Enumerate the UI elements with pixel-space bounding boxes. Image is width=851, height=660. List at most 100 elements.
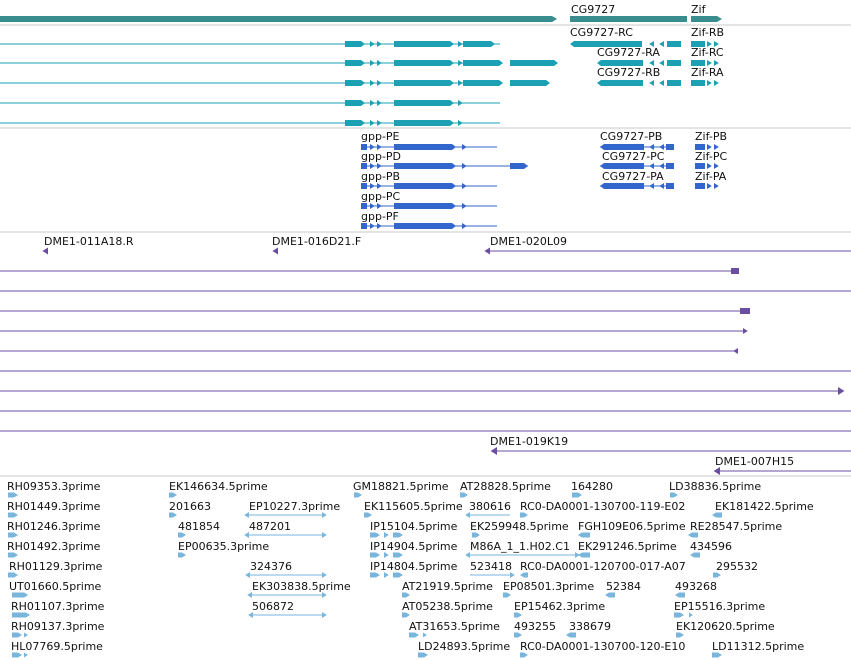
- clone-end[interactable]: [838, 387, 845, 395]
- feature-label[interactable]: Zif-RC: [691, 46, 724, 59]
- feature-label[interactable]: RH01492.3prime: [7, 540, 101, 553]
- cds-small[interactable]: [462, 163, 467, 169]
- est-block[interactable]: [409, 632, 419, 638]
- est-block[interactable]: [572, 492, 582, 498]
- est-small[interactable]: [689, 612, 693, 618]
- gene-span-cg9727[interactable]: [570, 16, 687, 22]
- est-block[interactable]: [688, 532, 698, 538]
- est-block[interactable]: [370, 532, 380, 538]
- est-block[interactable]: [472, 532, 480, 538]
- feature-label[interactable]: 434596: [690, 540, 732, 553]
- feature-label[interactable]: 487201: [249, 520, 291, 533]
- est-small[interactable]: [24, 592, 28, 598]
- est-end[interactable]: [465, 512, 470, 518]
- est-block[interactable]: [402, 592, 410, 598]
- gene-span-zif[interactable]: [691, 16, 717, 22]
- feature-label[interactable]: gpp-PD: [361, 150, 401, 163]
- exon[interactable]: [394, 80, 454, 86]
- est-end[interactable]: [510, 572, 515, 578]
- exon-small[interactable]: [458, 41, 463, 47]
- cds-block[interactable]: [361, 203, 367, 209]
- est-block[interactable]: [675, 592, 685, 598]
- est-block[interactable]: [566, 632, 576, 638]
- cg9727-cds[interactable]: [666, 144, 674, 150]
- est-block[interactable]: [364, 512, 372, 518]
- zif-exon[interactable]: [691, 80, 705, 86]
- est-block[interactable]: [712, 652, 722, 658]
- feature-label[interactable]: EP10227.3prime: [249, 500, 340, 513]
- feature-label[interactable]: Zif-PC: [695, 150, 727, 163]
- est-end[interactable]: [465, 552, 470, 558]
- feature-label[interactable]: Zif-RA: [691, 66, 724, 79]
- cg9727-exon[interactable]: [597, 60, 643, 66]
- feature-label[interactable]: gpp-PF: [361, 210, 399, 223]
- feature-label[interactable]: 201663: [169, 500, 211, 513]
- est-end[interactable]: [322, 592, 327, 598]
- exon-small[interactable]: [458, 80, 463, 86]
- cds-small[interactable]: [370, 183, 375, 189]
- feature-label[interactable]: AT21919.5prime: [402, 580, 493, 593]
- est-end[interactable]: [322, 532, 327, 538]
- feature-label[interactable]: EK303838.5prime: [252, 580, 351, 593]
- zif-exon-small[interactable]: [714, 80, 719, 86]
- cds-small[interactable]: [377, 203, 382, 209]
- cds-small[interactable]: [714, 163, 719, 169]
- feature-label[interactable]: EP15516.3prime: [674, 600, 765, 613]
- exon[interactable]: [394, 41, 454, 47]
- est-block[interactable]: [520, 652, 528, 658]
- cg9727-cds[interactable]: [666, 163, 674, 169]
- feature-label[interactable]: RH09137.3prime: [11, 620, 105, 633]
- cds-small[interactable]: [714, 183, 719, 189]
- cds-small[interactable]: [377, 163, 382, 169]
- feature-label[interactable]: Zif-RB: [691, 26, 724, 39]
- cds-small[interactable]: [659, 183, 664, 189]
- feature-label[interactable]: EK146634.5prime: [169, 480, 268, 493]
- est-end[interactable]: [322, 612, 327, 618]
- clone-end[interactable]: [733, 348, 738, 354]
- clone-end[interactable]: [731, 268, 739, 274]
- exon[interactable]: [463, 80, 503, 86]
- cds-small[interactable]: [707, 163, 712, 169]
- exon[interactable]: [345, 120, 365, 126]
- cg9727-exon[interactable]: [597, 80, 643, 86]
- est-end[interactable]: [245, 572, 250, 578]
- feature-label[interactable]: IP14904.5prime: [370, 540, 458, 553]
- cg9727-exon-small[interactable]: [659, 41, 664, 47]
- exon-small[interactable]: [370, 100, 375, 106]
- cds-block[interactable]: [394, 183, 456, 189]
- feature-label[interactable]: DME1-020L09: [490, 235, 567, 248]
- feature-label[interactable]: 338679: [569, 620, 611, 633]
- feature-label[interactable]: Zif: [691, 3, 707, 16]
- exon[interactable]: [463, 60, 503, 66]
- cds-small[interactable]: [707, 183, 712, 189]
- feature-label[interactable]: CG9727-RC: [570, 26, 633, 39]
- cds-small[interactable]: [714, 144, 719, 150]
- feature-label[interactable]: AT05238.5prime: [402, 600, 493, 613]
- feature-label[interactable]: 493255: [514, 620, 556, 633]
- exon[interactable]: [345, 60, 365, 66]
- feature-label[interactable]: AT28828.5prime: [460, 480, 551, 493]
- est-block[interactable]: [520, 572, 528, 578]
- gene-span-gpp-end[interactable]: [552, 16, 557, 22]
- feature-label[interactable]: RC0-DA0001-120700-017-A07: [520, 560, 686, 573]
- feature-label[interactable]: EP00635.3prime: [178, 540, 269, 553]
- est-block[interactable]: [520, 512, 528, 518]
- exon[interactable]: [345, 100, 365, 106]
- est-small[interactable]: [24, 612, 28, 618]
- cds-small[interactable]: [370, 223, 375, 229]
- cds-block[interactable]: [361, 183, 367, 189]
- est-block[interactable]: [8, 492, 18, 498]
- feature-label[interactable]: LD24893.5prime: [418, 640, 510, 653]
- cg9727-cds[interactable]: [666, 183, 674, 189]
- zif-exon[interactable]: [691, 41, 705, 47]
- clone-end[interactable]: [272, 247, 278, 255]
- feature-label[interactable]: gpp-PE: [361, 130, 400, 143]
- feature-label[interactable]: EP08501.3prime: [503, 580, 594, 593]
- cds-small[interactable]: [377, 144, 382, 150]
- clone-end[interactable]: [743, 328, 748, 334]
- feature-label[interactable]: RH09353.3prime: [7, 480, 101, 493]
- gene-span-zif-end[interactable]: [717, 16, 722, 22]
- est-block[interactable]: [605, 592, 615, 598]
- est-block[interactable]: [169, 492, 177, 498]
- cds-small[interactable]: [649, 163, 654, 169]
